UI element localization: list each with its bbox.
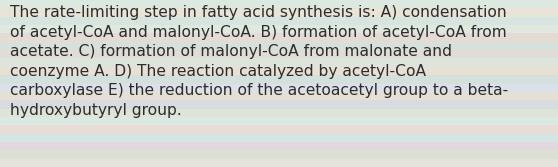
FancyBboxPatch shape [0, 109, 558, 117]
FancyBboxPatch shape [0, 159, 558, 167]
FancyBboxPatch shape [0, 67, 558, 75]
FancyBboxPatch shape [0, 125, 558, 134]
FancyBboxPatch shape [0, 25, 558, 33]
FancyBboxPatch shape [0, 17, 558, 25]
FancyBboxPatch shape [0, 0, 558, 8]
Text: The rate-limiting step in fatty acid synthesis is: A) condensation
of acetyl-CoA: The rate-limiting step in fatty acid syn… [10, 5, 508, 118]
FancyBboxPatch shape [0, 117, 558, 125]
FancyBboxPatch shape [0, 92, 558, 100]
FancyBboxPatch shape [0, 50, 558, 58]
FancyBboxPatch shape [0, 84, 558, 92]
FancyBboxPatch shape [0, 100, 558, 109]
FancyBboxPatch shape [0, 33, 558, 42]
FancyBboxPatch shape [0, 75, 558, 84]
FancyBboxPatch shape [0, 134, 558, 142]
FancyBboxPatch shape [0, 8, 558, 17]
FancyBboxPatch shape [0, 142, 558, 150]
FancyBboxPatch shape [0, 150, 558, 159]
FancyBboxPatch shape [0, 42, 558, 50]
FancyBboxPatch shape [0, 58, 558, 67]
